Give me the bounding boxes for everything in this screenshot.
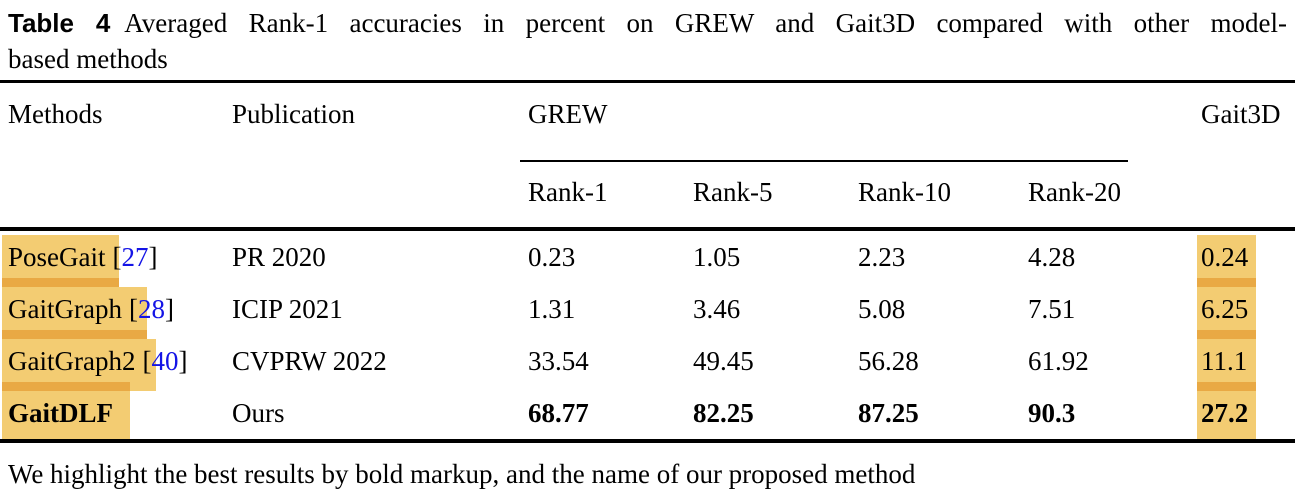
grew-rank1-cell: 33.54 xyxy=(528,345,589,376)
publication-cell: PR 2020 xyxy=(232,241,326,272)
method-highlight xyxy=(2,391,130,439)
header-row-ranks: Rank-1 Rank-5 Rank-10 Rank-20 xyxy=(0,162,1295,231)
grew-rank5-cell: 1.05 xyxy=(693,241,741,272)
citation-bracket: [ xyxy=(112,241,122,272)
grew-rank10-cell: 87.25 xyxy=(850,387,1020,443)
citation-bracket: ] xyxy=(164,293,174,324)
method-cell: PoseGait [27] xyxy=(0,229,230,287)
caption-line-2: based methods xyxy=(8,44,168,74)
publication-cell: ICIP 2021 xyxy=(232,293,343,324)
caption-line-1: Table 4 Averaged Rank-1 accuracies in per… xyxy=(8,5,1287,41)
citation-bracket: [ xyxy=(142,345,152,376)
method-highlight xyxy=(2,287,147,339)
table-row-posegait: PoseGait [27] PR 2020 0.23 1.05 2.23 4.28… xyxy=(0,229,1295,287)
col-header-rank1: Rank-1 xyxy=(520,162,685,231)
method-cell: GaitDLF xyxy=(0,387,230,443)
method-cell: GaitGraph [28] xyxy=(0,283,230,339)
col-group-grew: GREW xyxy=(520,80,1196,163)
grew-rank10-cell: 5.08 xyxy=(858,293,906,324)
table-row-gaitdlf: GaitDLF Ours 68.77 82.25 87.25 90.3 27.2 xyxy=(0,387,1295,443)
gait3d-value: 11.1 xyxy=(1201,345,1248,376)
results-table: Methods Publication GREW Gait3D Rank-1 R… xyxy=(0,80,1295,443)
citation-bracket: ] xyxy=(148,241,158,272)
gait3d-value: 6.25 xyxy=(1201,293,1249,324)
gait3d-highlight xyxy=(1197,391,1257,439)
citation: [27] xyxy=(113,242,158,272)
gait3d-value: 0.24 xyxy=(1201,241,1249,272)
col-header-rank5: Rank-5 xyxy=(685,162,850,231)
table-footnote: We highlight the best results by bold ma… xyxy=(8,459,916,489)
grew-rank1-cell: 68.77 xyxy=(520,387,685,443)
col-header-publication: Publication xyxy=(230,80,520,231)
table-caption: Table 4 Averaged Rank-1 accuracies in per… xyxy=(0,0,1295,77)
citation: [28] xyxy=(129,294,174,324)
grew-rank5-cell: 49.45 xyxy=(693,345,754,376)
grew-rank20-cell: 61.92 xyxy=(1028,345,1089,376)
gait3d-cell: 0.24 xyxy=(1195,229,1295,287)
grew-rank20-cell: 4.28 xyxy=(1028,241,1076,272)
method-name: GaitGraph2 xyxy=(8,345,136,376)
gait3d-highlight xyxy=(1197,235,1257,287)
gait3d-cell: 11.1 xyxy=(1195,335,1295,391)
citation: [40] xyxy=(142,346,187,376)
method-name: GaitDLF xyxy=(8,397,113,428)
citation-link[interactable]: 28 xyxy=(137,293,165,324)
col-header-methods: Methods xyxy=(0,80,230,231)
grew-rank5-cell: 3.46 xyxy=(693,293,741,324)
header-row-groups: Methods Publication GREW Gait3D xyxy=(0,80,1295,231)
grew-rank20-cell: 7.51 xyxy=(1028,293,1076,324)
col-header-rank20: Rank-20 xyxy=(1020,162,1196,231)
method-name: GaitGraph xyxy=(8,293,122,324)
col-header-gait3d: Gait3D xyxy=(1195,80,1295,231)
table-label: Table 4 xyxy=(8,8,111,38)
method-cell: GaitGraph2 [40] xyxy=(0,335,230,391)
method-name: PoseGait xyxy=(8,241,106,272)
grew-rank1-cell: 0.23 xyxy=(528,241,576,272)
gait3d-highlight xyxy=(1197,287,1257,339)
table-row-gaitgraph2: GaitGraph2 [40] CVPRW 2022 33.54 49.45 56… xyxy=(0,335,1295,391)
citation-bracket: [ xyxy=(128,293,138,324)
publication-cell: Ours xyxy=(230,387,520,443)
grew-rank5-cell: 82.25 xyxy=(685,387,850,443)
col-header-rank10: Rank-10 xyxy=(850,162,1020,231)
gait3d-highlight xyxy=(1197,339,1257,391)
gait3d-cell: 6.25 xyxy=(1195,283,1295,339)
method-highlight xyxy=(2,339,156,391)
grew-rank20-cell: 90.3 xyxy=(1020,387,1196,443)
publication-cell: CVPRW 2022 xyxy=(232,345,387,376)
citation-link[interactable]: 40 xyxy=(151,345,179,376)
method-highlight xyxy=(2,235,119,287)
gait3d-cell: 27.2 xyxy=(1195,387,1295,443)
caption-text: Averaged Rank-1 accuracies in percent on… xyxy=(124,8,1287,38)
grew-rank1-cell: 1.31 xyxy=(528,293,576,324)
grew-rank10-cell: 2.23 xyxy=(858,241,906,272)
citation-link[interactable]: 27 xyxy=(121,241,149,272)
gait3d-value: 27.2 xyxy=(1201,397,1249,428)
citation-bracket: ] xyxy=(178,345,188,376)
grew-rank10-cell: 56.28 xyxy=(858,345,919,376)
table-row-gaitgraph: GaitGraph [28] ICIP 2021 1.31 3.46 5.08 7… xyxy=(0,283,1295,339)
